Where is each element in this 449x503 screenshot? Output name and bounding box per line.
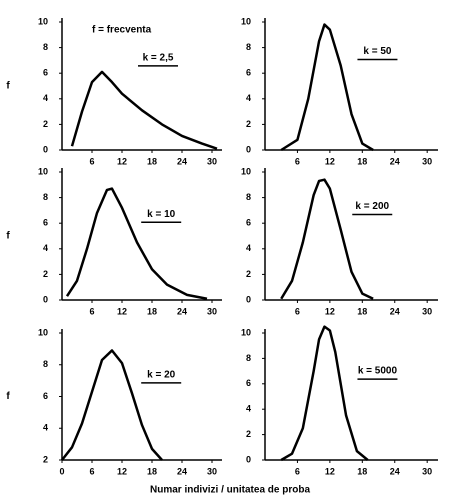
y-tick-label: 8	[246, 42, 251, 52]
y-tick-label: 10	[38, 16, 48, 26]
y-tick-label: 6	[43, 68, 48, 78]
y-tick-label: 6	[246, 218, 251, 228]
x-tick-label: 18	[357, 156, 367, 166]
x-tick-label: 30	[422, 306, 432, 316]
line	[280, 178, 374, 300]
y-tick-label: 6	[246, 68, 251, 78]
y-axis-label: f	[6, 391, 10, 402]
x-tick-label: 6	[89, 306, 94, 316]
x-tick-label: 12	[325, 466, 335, 476]
x-tick-label: 30	[207, 156, 217, 166]
x-tick-label: 12	[325, 306, 335, 316]
x-tick-label: 24	[390, 306, 400, 316]
y-tick-label: 8	[43, 192, 48, 202]
x-tick-label: 12	[117, 466, 127, 476]
y-tick-label: 10	[241, 166, 251, 176]
x-tick-label: 18	[357, 306, 367, 316]
y-tick-label: 8	[43, 359, 48, 369]
x-tick-label: 24	[177, 306, 187, 316]
line	[70, 70, 218, 150]
x-tick-label: 18	[357, 466, 367, 476]
y-tick-label: 4	[43, 243, 48, 253]
y-tick-label: 0	[43, 294, 48, 304]
y-tick-label: 10	[241, 327, 251, 337]
y-tick-label: 0	[246, 144, 251, 154]
x-tick-label: 12	[117, 156, 127, 166]
x-tick-label: 30	[422, 156, 432, 166]
y-tick-label: 2	[43, 119, 48, 129]
y-tick-label: 2	[246, 269, 251, 279]
y-tick-label: 0	[246, 454, 251, 464]
x-tick-label: 6	[295, 156, 300, 166]
y-tick-label: 10	[241, 16, 251, 26]
x-tick-label: 24	[177, 466, 187, 476]
line	[61, 349, 163, 461]
x-tick-label: 18	[147, 306, 157, 316]
y-tick-label: 4	[43, 93, 48, 103]
x-tick-label: 24	[177, 156, 187, 166]
y-tick-label: 2	[246, 119, 251, 129]
y-tick-label: 0	[246, 294, 251, 304]
y-tick-label: 10	[38, 166, 48, 176]
y-tick-label: 8	[246, 353, 251, 363]
x-tick-label: 30	[207, 466, 217, 476]
y-tick-label: 4	[246, 243, 251, 253]
y-tick-label: 4	[43, 423, 48, 433]
x-tick-label: 6	[295, 466, 300, 476]
annotation: k = 50	[363, 46, 392, 57]
x-tick-label: 6	[89, 466, 94, 476]
x-tick-label: 12	[325, 156, 335, 166]
y-tick-label: 6	[246, 378, 251, 388]
line	[280, 325, 369, 462]
x-tick-label: 6	[89, 156, 94, 166]
y-tick-label: 2	[246, 429, 251, 439]
y-tick-label: 4	[246, 404, 251, 414]
x-tick-label: 18	[147, 466, 157, 476]
y-tick-label: 6	[43, 218, 48, 228]
line	[280, 23, 374, 152]
y-tick-label: 4	[246, 93, 251, 103]
y-tick-label: 8	[246, 192, 251, 202]
annotation: k = 10	[147, 209, 176, 220]
x-tick-label: 0	[59, 466, 64, 476]
x-tick-label: 30	[422, 466, 432, 476]
annotation: k = 2,5	[143, 52, 174, 63]
x-tick-label: 18	[147, 156, 157, 166]
y-axis-label: f	[6, 81, 10, 92]
y-axis-label: f	[6, 231, 10, 242]
y-tick-label: 0	[43, 144, 48, 154]
x-tick-label: 24	[390, 466, 400, 476]
y-tick-label: 6	[43, 391, 48, 401]
y-tick-label: 8	[43, 42, 48, 52]
annotation: f = frecventa	[92, 25, 152, 36]
x-axis-label: Numar indivizi / unitatea de proba	[150, 485, 310, 496]
annotation: k = 20	[147, 370, 176, 381]
x-tick-label: 6	[295, 306, 300, 316]
y-tick-label: 2	[43, 269, 48, 279]
x-tick-label: 30	[207, 306, 217, 316]
y-tick-label: 10	[38, 327, 48, 337]
annotation: k = 200	[355, 201, 389, 212]
annotation: k = 5000	[358, 366, 398, 377]
line	[65, 187, 208, 300]
y-tick-label: 2	[43, 454, 48, 464]
x-tick-label: 12	[117, 306, 127, 316]
x-tick-label: 24	[390, 156, 400, 166]
